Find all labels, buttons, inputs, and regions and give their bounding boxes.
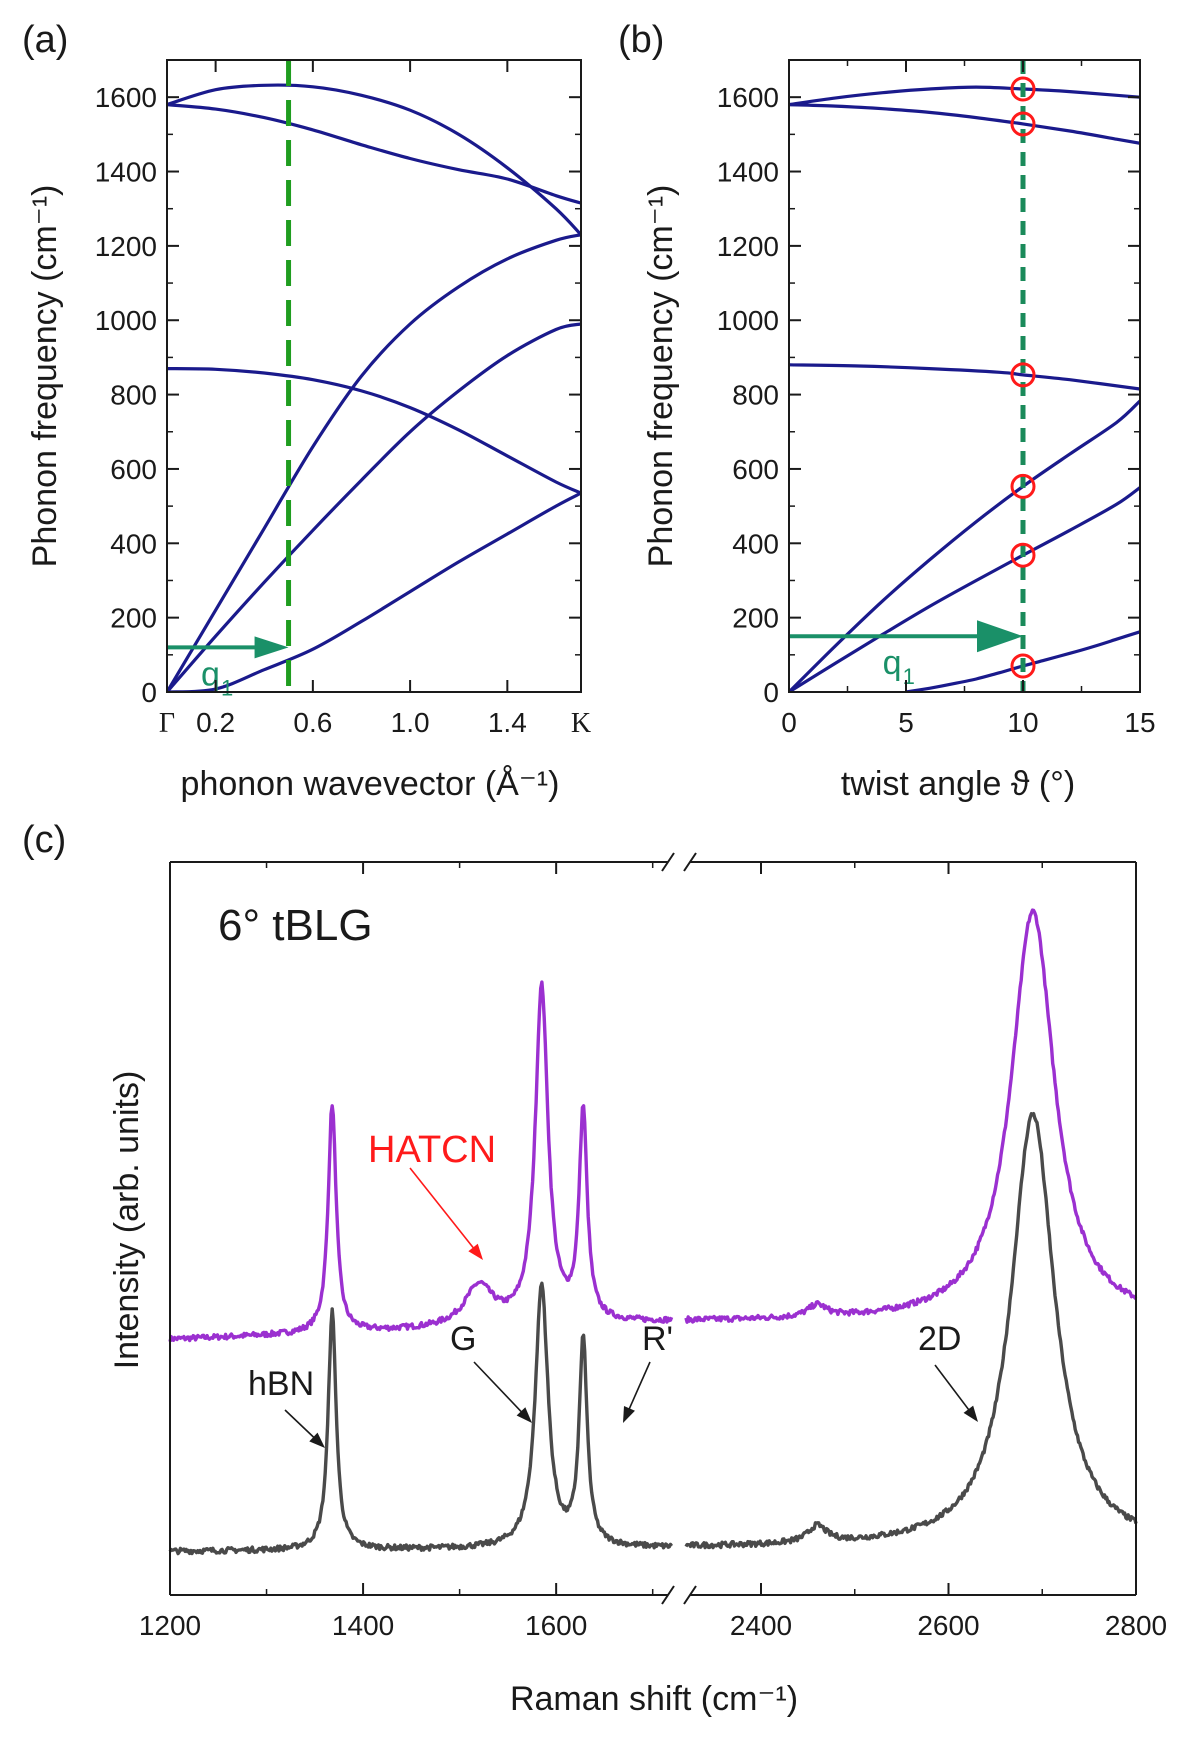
panel-b-circle-0: [1010, 76, 1036, 102]
panel-b-label: (b): [618, 19, 664, 61]
panel-a-q-arrowhead: [254, 636, 289, 659]
panel-b-series-TO: [789, 85, 1140, 107]
panel-a-ytick-label: 1600: [95, 82, 157, 113]
axis-break-mark: [661, 852, 675, 872]
sample-label: 6° tBLG: [218, 901, 373, 950]
panel-a-series-ZA: [167, 491, 581, 692]
panel-c-xtick-label: 1400: [332, 1610, 394, 1641]
panel-a-ytick-label: 1000: [95, 305, 157, 336]
annotation-arrow: [473, 1361, 525, 1415]
annotation-arrow: [409, 1167, 477, 1252]
annotation-2d-label: 2D: [918, 1320, 961, 1358]
panel-b-ytick-label: 200: [732, 603, 779, 634]
panel-a-q-label: q: [201, 655, 220, 693]
panel-b-ytick-label: 400: [732, 528, 779, 559]
panel-a-xtick-label: 1.0: [391, 707, 430, 738]
annotation-r-label: R': [642, 1320, 673, 1358]
panel-b-ytick-label: 1400: [717, 157, 779, 188]
panel-a-ytick-label: 200: [110, 603, 157, 634]
annotation-hatcn-label: HATCN: [368, 1129, 496, 1171]
panel-a-series-TA: [167, 322, 581, 692]
panel-a-xlabel: phonon wavevector (Å⁻¹): [181, 765, 560, 803]
annotation-arrowhead: [623, 1405, 635, 1423]
panel-b-ytick-label: 600: [732, 454, 779, 485]
panel-a-ytick-label: 400: [110, 528, 157, 559]
panel-a-xtick-label: K: [571, 708, 591, 739]
panel-a-series-TO: [167, 83, 581, 236]
panel-b-q-label: q: [883, 644, 902, 682]
panel-b-xtick-label: 5: [898, 707, 914, 738]
panel-b-series-ZO: [789, 363, 1140, 391]
panel-c: (c) 1200 1400 1600 2400 2600 2800 HATCN hBN G R'…: [22, 819, 1167, 1718]
panel-a-xtick-label: 1.4: [488, 707, 527, 738]
panel-a-xtick-label: 0.2: [196, 707, 235, 738]
panel-b-circle-5: [1010, 653, 1036, 679]
panel-a-series-LA: [167, 233, 581, 692]
panel-a-series-ZO: [167, 367, 581, 495]
spectrum-0-segment-1: [684, 908, 1138, 1324]
spectrum-1-segment-1: [684, 1111, 1138, 1550]
annotation-arrowhead: [963, 1405, 978, 1422]
panel-b-series-LO: [789, 103, 1140, 145]
annotation-arrowhead: [468, 1243, 483, 1260]
annotation-arrow: [627, 1361, 651, 1413]
annotation-arrow: [284, 1409, 317, 1441]
panel-b-xtick-label: 15: [1124, 707, 1155, 738]
panel-c-ylabel: Intensity (arb. units): [108, 1071, 146, 1370]
panel-a-label: (a): [22, 19, 68, 61]
panel-b-ytick-label: 1000: [717, 305, 779, 336]
panel-c-xtick-label: 1600: [525, 1610, 587, 1641]
panel-a-xtick-label: 0.6: [293, 707, 332, 738]
panel-c-series: [168, 908, 1138, 1556]
panel-c-xtick-label: 2400: [730, 1610, 792, 1641]
panel-b-ytick-label: 1200: [717, 231, 779, 262]
panel-b-series-TA: [789, 486, 1140, 692]
panel-c-label: (c): [22, 819, 66, 861]
panel-b-circle-1: [1010, 111, 1036, 137]
annotation-g-label: G: [450, 1320, 476, 1358]
annotation-arrow: [934, 1364, 972, 1413]
panel-b-circle-4: [1010, 542, 1036, 568]
panel-a-series: [167, 83, 581, 692]
panel-a-series-LO: [167, 103, 581, 205]
annotation-hbn-label: hBN: [248, 1365, 314, 1403]
panel-a-ytick-label: 0: [141, 677, 157, 708]
panel-c-xtick-label: 1200: [139, 1610, 201, 1641]
panel-a-q-subscript: 1: [221, 675, 233, 700]
panel-c-xlabel: Raman shift (cm⁻¹): [510, 1680, 798, 1718]
panel-b-q-subscript: 1: [903, 664, 915, 689]
axis-break-mark: [661, 1585, 675, 1605]
panel-b-xtick-label: 10: [1007, 707, 1038, 738]
panel-b-ytick-label: 0: [763, 677, 779, 708]
spectrum-1-segment-0: [168, 1281, 674, 1556]
panel-a-ylabel: Phonon frequency (cm⁻¹): [26, 185, 64, 568]
panel-c-frame: [169, 852, 1137, 1605]
panel-b-series: [789, 85, 1140, 692]
panel-b-circle-2: [1010, 362, 1036, 388]
panel-b-ytick-label: 1600: [717, 82, 779, 113]
annotation-arrowhead: [516, 1407, 532, 1423]
panel-b-xtick-label: 0: [781, 707, 797, 738]
panel-c-xtick-label: 2800: [1105, 1610, 1167, 1641]
panel-a-ytick-label: 1400: [95, 157, 157, 188]
panel-b-xlabel: twist angle ϑ (°): [841, 765, 1075, 803]
panel-c-xtick-label: 2600: [917, 1610, 979, 1641]
panel-a-xtick-label: Γ: [159, 708, 175, 739]
annotation-arrowhead: [309, 1432, 325, 1448]
panel-a-frame: [166, 59, 582, 693]
axis-break-mark: [683, 1585, 697, 1605]
panel-a-ytick-label: 1200: [95, 231, 157, 262]
panel-a-ytick-label: 800: [110, 380, 157, 411]
panel-a-ytick-label: 600: [110, 454, 157, 485]
panel-b-frame: [788, 59, 1141, 693]
panel-b-q-arrowhead: [977, 620, 1023, 653]
panel-b-ylabel: Phonon frequency (cm⁻¹): [642, 185, 680, 568]
panel-b-ytick-label: 800: [732, 380, 779, 411]
panel-b-circle-3: [1010, 473, 1036, 499]
spectrum-0-segment-0: [168, 980, 674, 1343]
axis-break-mark: [683, 852, 697, 872]
